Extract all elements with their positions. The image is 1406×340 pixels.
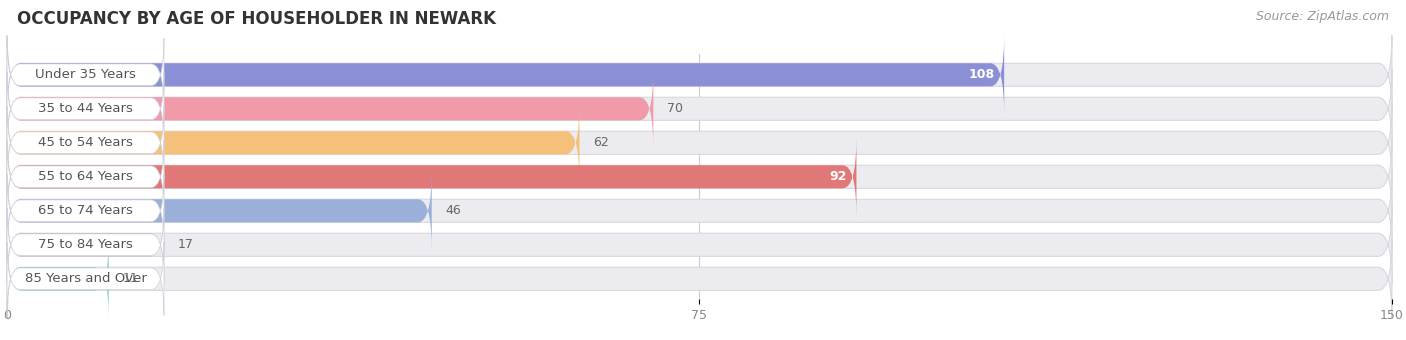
FancyBboxPatch shape xyxy=(7,103,1392,182)
FancyBboxPatch shape xyxy=(7,239,108,318)
FancyBboxPatch shape xyxy=(7,242,165,316)
FancyBboxPatch shape xyxy=(7,205,165,284)
FancyBboxPatch shape xyxy=(7,171,1392,250)
FancyBboxPatch shape xyxy=(7,174,165,248)
FancyBboxPatch shape xyxy=(7,69,1392,148)
FancyBboxPatch shape xyxy=(7,35,1004,114)
FancyBboxPatch shape xyxy=(7,239,1392,318)
Text: 75 to 84 Years: 75 to 84 Years xyxy=(38,238,134,251)
Text: 45 to 54 Years: 45 to 54 Years xyxy=(38,136,134,149)
Text: Source: ZipAtlas.com: Source: ZipAtlas.com xyxy=(1256,10,1389,23)
FancyBboxPatch shape xyxy=(7,103,579,182)
Text: 46: 46 xyxy=(446,204,461,217)
FancyBboxPatch shape xyxy=(7,171,432,250)
Text: 17: 17 xyxy=(177,238,194,251)
Text: 11: 11 xyxy=(122,272,138,285)
FancyBboxPatch shape xyxy=(7,137,856,216)
FancyBboxPatch shape xyxy=(7,140,165,214)
FancyBboxPatch shape xyxy=(7,137,1392,216)
FancyBboxPatch shape xyxy=(7,106,165,180)
FancyBboxPatch shape xyxy=(7,38,165,112)
FancyBboxPatch shape xyxy=(7,205,1392,284)
FancyBboxPatch shape xyxy=(7,69,654,148)
Text: 108: 108 xyxy=(969,68,995,81)
Text: OCCUPANCY BY AGE OF HOUSEHOLDER IN NEWARK: OCCUPANCY BY AGE OF HOUSEHOLDER IN NEWAR… xyxy=(17,10,496,28)
Text: 62: 62 xyxy=(593,136,609,149)
Text: 55 to 64 Years: 55 to 64 Years xyxy=(38,170,134,183)
Text: 65 to 74 Years: 65 to 74 Years xyxy=(38,204,134,217)
FancyBboxPatch shape xyxy=(7,72,165,146)
FancyBboxPatch shape xyxy=(7,208,165,282)
Text: Under 35 Years: Under 35 Years xyxy=(35,68,136,81)
FancyBboxPatch shape xyxy=(7,35,1392,114)
Text: 85 Years and Over: 85 Years and Over xyxy=(24,272,146,285)
Text: 35 to 44 Years: 35 to 44 Years xyxy=(38,102,134,115)
Text: 70: 70 xyxy=(668,102,683,115)
Text: 92: 92 xyxy=(830,170,848,183)
